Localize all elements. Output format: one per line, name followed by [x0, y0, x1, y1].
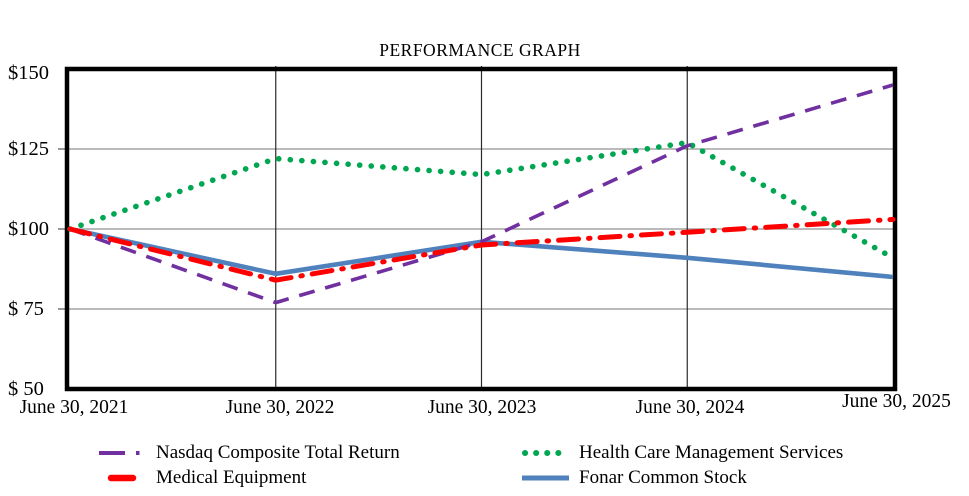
- legend-item-nasdaq: Nasdaq Composite Total Return: [98, 441, 400, 465]
- x-tick-2023: June 30, 2023: [427, 397, 537, 418]
- legend-label-medical-equipment: Medical Equipment: [156, 467, 307, 488]
- x-tick-2024: June 30, 2024: [635, 397, 745, 418]
- legend-item-fonar: Fonar Common Stock: [521, 466, 747, 490]
- y-tick-75: $ 75: [8, 298, 44, 320]
- legend-item-medical-equipment: Medical Equipment: [98, 466, 306, 490]
- legend-label-fonar: Fonar Common Stock: [579, 467, 747, 488]
- legend-label-nasdaq: Nasdaq Composite Total Return: [156, 442, 400, 463]
- nasdaq-dashed-line-swatch: [99, 451, 141, 455]
- y-tick-50: $ 50: [8, 378, 44, 400]
- fonar-solid-line-swatch: [522, 475, 569, 481]
- x-tick-2022: June 30, 2022: [225, 397, 335, 418]
- x-tick-2021: June 30, 2021: [19, 397, 129, 418]
- y-tick-100: $100: [8, 218, 49, 240]
- legend-item-health-care: Health Care Management Services: [521, 441, 843, 465]
- chart-title: PERFORMANCE GRAPH: [379, 40, 581, 60]
- x-tick-2025: June 30, 2025: [842, 391, 951, 412]
- y-tick-125: $125: [8, 138, 49, 160]
- legend-label-health-care: Health Care Management Services: [579, 442, 844, 463]
- medical-equipment-dash-swatch: [107, 474, 137, 482]
- y-tick-150: $150: [8, 62, 49, 84]
- health-care-dotted-line-swatch: [522, 450, 567, 456]
